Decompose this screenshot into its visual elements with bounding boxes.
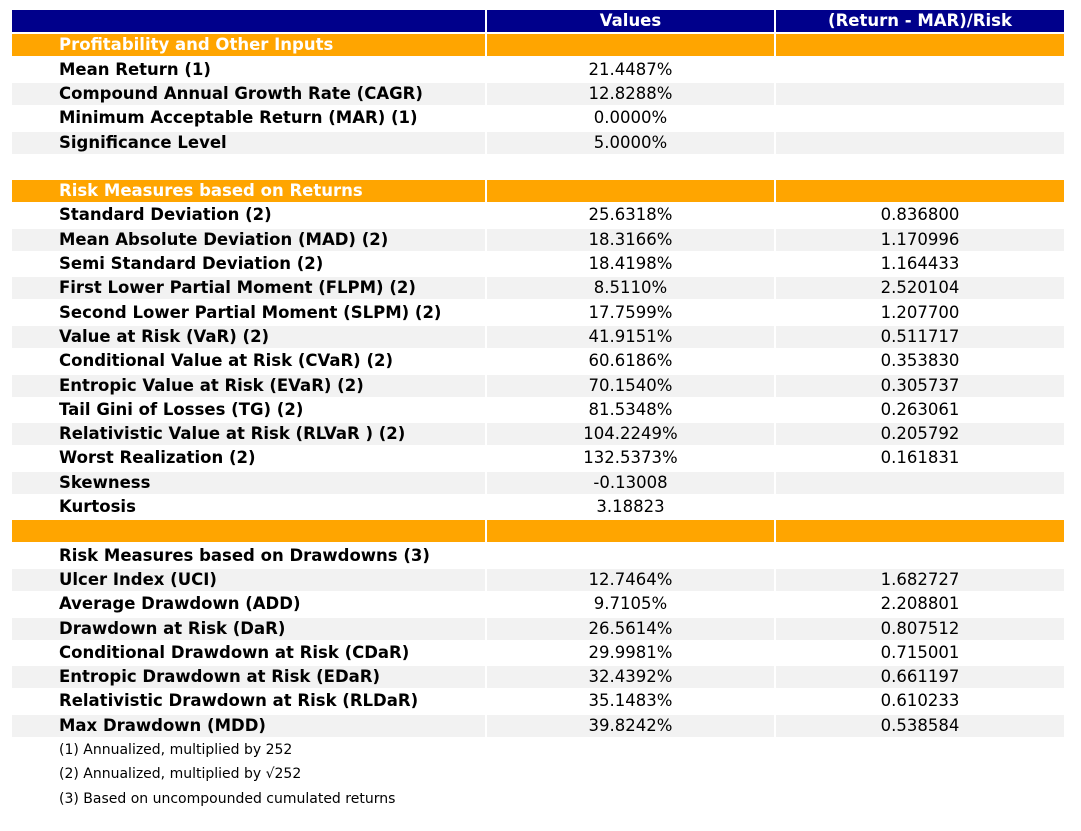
row-empty <box>776 471 1064 494</box>
row-value: 18.3166% <box>487 228 774 251</box>
row-ratio: 0.305737 <box>776 374 1064 397</box>
row-value: 35.1483% <box>588 691 673 711</box>
row-empty <box>776 131 1064 154</box>
row-value: 32.4392% <box>487 666 774 689</box>
row-value: 132.5373% <box>583 448 678 468</box>
row-ratio: 0.353830 <box>880 351 960 371</box>
row-label: Relativistic Value at Risk (RLVaR ) (2) <box>12 423 485 446</box>
row-value: 9.7105% <box>593 594 668 614</box>
row-value: 25.6318% <box>588 205 673 225</box>
row-empty <box>776 82 1064 105</box>
row-label: Mean Absolute Deviation (MAD) (2) <box>12 228 485 251</box>
row-label: Skewness <box>12 471 485 494</box>
row-value: 18.4198% <box>588 254 673 273</box>
row-value: 3.18823 <box>596 497 665 516</box>
section-title: Risk Measures based on Returns <box>12 180 485 203</box>
row-label: Compound Annual Growth Rate (CAGR) <box>12 82 485 105</box>
section-spacer <box>776 520 1064 543</box>
row-label: First Lower Partial Moment (FLPM) (2) <box>12 277 485 300</box>
row-value: 81.5348% <box>588 399 673 419</box>
header-cell <box>12 10 485 32</box>
section-title: Profitability and Other Inputs <box>12 34 485 57</box>
section-spacer <box>12 520 485 543</box>
row-value: 104.2249% <box>487 423 774 446</box>
row-value: 0.0000% <box>593 108 668 128</box>
row-ratio: 1.207700 <box>880 302 960 322</box>
row-ratio: 0.538584 <box>776 714 1064 737</box>
row-label: Significance Level <box>12 131 485 154</box>
row-label: Drawdown at Risk (DaR) <box>12 617 485 640</box>
row-ratio: 0.715001 <box>880 642 960 662</box>
footnote: (3) Based on uncompounded cumulated retu… <box>59 790 396 807</box>
row-ratio: 0.610233 <box>880 691 960 711</box>
row-label: Value at Risk (VaR) (2) <box>12 325 485 348</box>
row-value: -0.13008 <box>487 471 774 494</box>
row-value: 5.0000% <box>487 131 774 154</box>
row-ratio: 2.520104 <box>776 277 1064 300</box>
row-label: Mean Return (1) <box>59 59 211 79</box>
row-value: 21.4487% <box>588 59 673 79</box>
section-title: Risk Measures based on Drawdowns (3) <box>59 545 430 565</box>
row-ratio: 0.205792 <box>776 423 1064 446</box>
row-label: Average Drawdown (ADD) <box>59 594 301 614</box>
row-ratio: 0.836800 <box>880 205 960 225</box>
row-empty <box>776 59 1064 81</box>
footnote: (2) Annualized, multiplied by √252 <box>59 766 302 783</box>
row-ratio: 0.263061 <box>880 399 960 419</box>
section-cell <box>487 180 774 203</box>
row-label: Ulcer Index (UCI) <box>12 568 485 591</box>
row-ratio: 0.661197 <box>776 666 1064 689</box>
row-empty <box>776 107 1064 129</box>
row-label: Worst Realization (2) <box>59 448 256 468</box>
row-value: 8.5110% <box>487 277 774 300</box>
row-label: Semi Standard Deviation (2) <box>59 254 324 273</box>
header-values: Values <box>487 10 774 32</box>
row-value: 70.1540% <box>487 374 774 397</box>
row-ratio: 0.807512 <box>776 617 1064 640</box>
row-value: 12.8288% <box>487 82 774 105</box>
row-label: Kurtosis <box>59 497 136 516</box>
row-ratio: 1.170996 <box>776 228 1064 251</box>
footnote: (1) Annualized, multiplied by 252 <box>59 742 293 758</box>
row-value: 29.9981% <box>588 642 673 662</box>
row-label: Entropic Drawdown at Risk (EDaR) <box>12 666 485 689</box>
row-label: Minimum Acceptable Return (MAR) (1) <box>59 108 418 128</box>
section-cell <box>776 34 1064 57</box>
row-ratio: 0.511717 <box>776 325 1064 348</box>
row-value: 41.9151% <box>487 325 774 348</box>
row-ratio: 1.682727 <box>776 568 1064 591</box>
row-value: 17.7599% <box>588 302 673 322</box>
row-label: Max Drawdown (MDD) <box>12 714 485 737</box>
section-cell <box>776 180 1064 203</box>
row-ratio: 0.161831 <box>880 448 960 468</box>
row-label: Conditional Value at Risk (CVaR) (2) <box>59 351 394 371</box>
section-cell <box>487 34 774 57</box>
section-spacer <box>487 520 774 543</box>
row-label: Second Lower Partial Moment (SLPM) (2) <box>59 302 442 322</box>
row-label: Relativistic Drawdown at Risk (RLDaR) <box>59 691 419 711</box>
header-ratio: (Return - MAR)/Risk <box>776 10 1064 32</box>
row-value: 12.7464% <box>487 568 774 591</box>
row-label: Standard Deviation (2) <box>59 205 272 225</box>
row-value: 60.6186% <box>588 351 673 371</box>
row-value: 39.8242% <box>487 714 774 737</box>
row-label: Tail Gini of Losses (TG) (2) <box>59 399 304 419</box>
row-value: 26.5614% <box>487 617 774 640</box>
row-label: Entropic Value at Risk (EVaR) (2) <box>12 374 485 397</box>
row-empty <box>776 496 1064 518</box>
row-ratio: 1.164433 <box>880 254 960 273</box>
row-ratio: 2.208801 <box>880 594 960 614</box>
row-label: Conditional Drawdown at Risk (CDaR) <box>59 642 410 662</box>
